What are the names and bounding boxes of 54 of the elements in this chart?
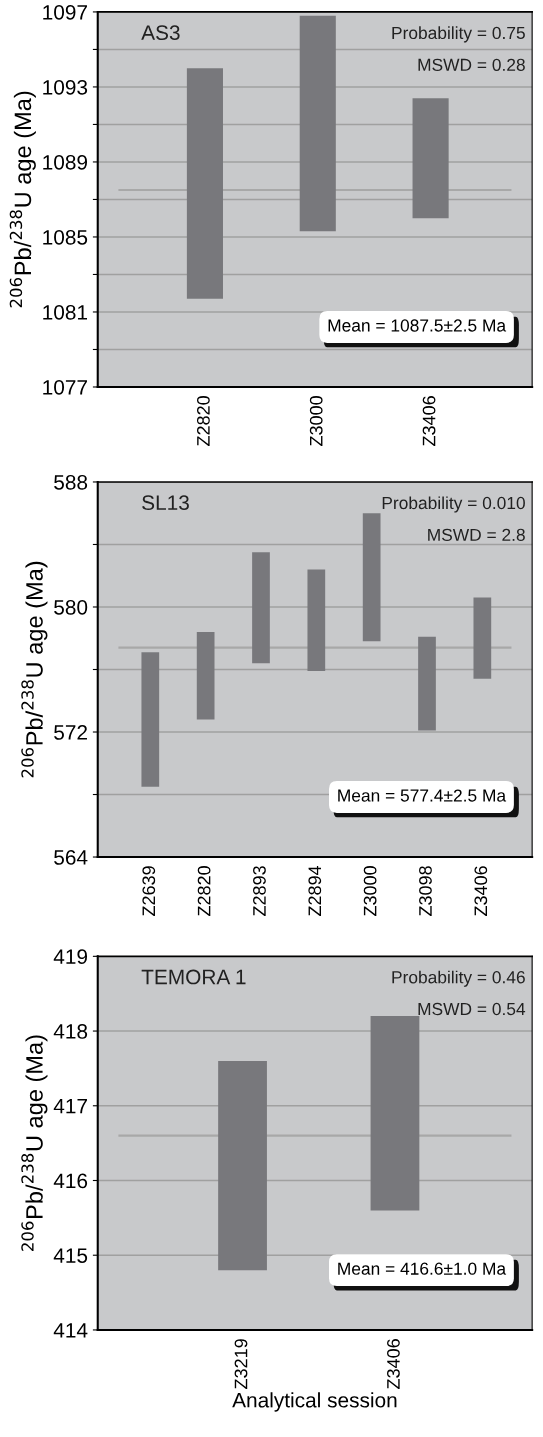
- y-tick-label: 1085: [43, 229, 88, 245]
- bar: [418, 636, 436, 731]
- chart-title: AS3: [141, 25, 180, 41]
- x-tick-label: Z2894: [308, 865, 322, 916]
- x-tick-label: Z3098: [419, 866, 432, 916]
- chart-title: SL13: [142, 495, 189, 511]
- y-tick-label: 1081: [43, 304, 88, 320]
- y-tick-label: 1093: [43, 79, 88, 95]
- x-tick-label: Z2639: [142, 866, 156, 916]
- annotation: Probability = 0.010: [382, 496, 525, 513]
- bar: [252, 552, 270, 664]
- bar: [307, 569, 326, 672]
- y-tick-label: 419: [53, 949, 88, 965]
- annotation: Mean = 1087.5±2.5 Ma: [328, 319, 507, 332]
- chart-title: TEMORA 1: [141, 969, 246, 985]
- annotation: MSWD = 0.54: [418, 1002, 526, 1016]
- annotation: Probability = 0.75: [392, 26, 525, 43]
- y-tick-label: 415: [53, 1248, 88, 1263]
- y-tick-label: 588: [54, 474, 88, 490]
- y-tick-label: 572: [54, 725, 87, 740]
- x-tick-label: Z2893: [253, 866, 266, 916]
- y-tick-label: 1089: [43, 154, 88, 170]
- y-tick-label: 1077: [43, 379, 87, 395]
- annotation: Mean = 577.4±2.5 Ma: [338, 789, 507, 802]
- y-tick-label: 414: [53, 1323, 88, 1338]
- bar: [299, 15, 336, 232]
- y-tick-label: 564: [54, 850, 88, 865]
- bar: [473, 597, 492, 679]
- y-tick-label: 580: [54, 599, 88, 615]
- annotation: MSWD = 2.8: [428, 528, 525, 542]
- x-tick-label: Z3219: [234, 1339, 248, 1389]
- y-tick-label: 417: [53, 1098, 87, 1114]
- bar: [186, 68, 223, 299]
- x-tick-label: Z3406: [474, 866, 488, 916]
- bar: [196, 631, 215, 720]
- y-tick-label: 416: [53, 1173, 88, 1189]
- annotation: MSWD = 0.28: [418, 58, 525, 71]
- x-axis-title: Analytical session: [232, 1392, 397, 1412]
- annotation: Probability = 0.46: [392, 970, 525, 987]
- bar: [362, 513, 381, 642]
- x-tick-label: Z3000: [309, 396, 323, 446]
- x-tick-label: Z3406: [387, 1339, 400, 1389]
- y-axis-title: $^{206}$Pb/$^{238}$U age (Ma): [21, 1035, 48, 1251]
- y-tick-label: 418: [53, 1024, 88, 1039]
- y-tick-label: 1097: [43, 4, 87, 20]
- y-axis-title: $^{206}$Pb/$^{238}$U age (Ma): [21, 561, 48, 778]
- x-tick-label: Z3406: [422, 396, 436, 446]
- x-tick-label: Z2820: [196, 396, 210, 446]
- annotation: Mean = 416.6±1.0 Ma: [338, 1262, 507, 1275]
- x-tick-label: Z2820: [197, 866, 211, 916]
- bar: [141, 652, 160, 787]
- bar: [412, 98, 449, 219]
- x-tick-label: Z3000: [363, 866, 377, 916]
- y-axis-title: $^{206}$Pb/$^{238}$U age (Ma): [9, 91, 36, 308]
